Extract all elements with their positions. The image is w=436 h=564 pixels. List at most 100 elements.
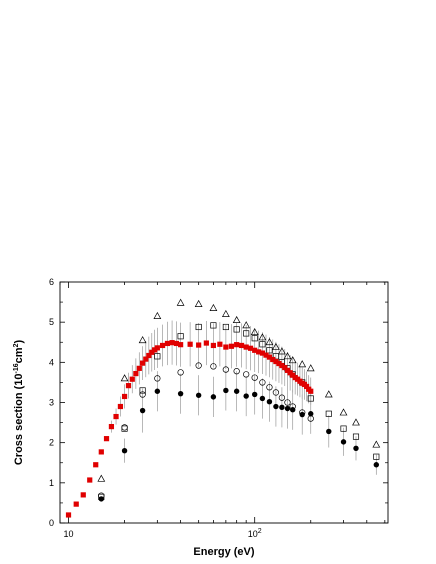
data-point-square-filled: [276, 360, 282, 367]
data-point-square-open: [352, 433, 360, 440]
y-tick-label: 5: [49, 317, 54, 327]
data-point-square-filled: [234, 342, 240, 348]
data-point-circle-filled: [243, 393, 249, 399]
data-point-circle-filled: [279, 404, 285, 411]
axis-ticks: [59, 281, 388, 524]
data-point-triangle-open: [372, 440, 381, 448]
y-axis-label: Cross section (10-16cm2): [13, 340, 25, 466]
data-point-square-filled: [263, 352, 269, 358]
data-point-circle-filled: [353, 445, 359, 451]
data-point-circle-filled: [223, 387, 229, 394]
data-point-circle-filled: [195, 392, 202, 398]
y-axis-label-exp2: 2: [13, 343, 20, 347]
data-point-triangle-open: [250, 327, 259, 336]
data-point-circle-filled: [177, 390, 184, 397]
data-point-square-filled: [140, 360, 146, 366]
data-point-square-filled: [87, 477, 93, 483]
y-axis-label-mid: cm: [13, 347, 25, 363]
data-point-square-open: [307, 395, 314, 402]
data-point-square-filled: [103, 436, 110, 442]
data-point-square-filled: [279, 362, 285, 369]
data-point-circle-filled: [98, 496, 105, 502]
data-point-square-open: [195, 323, 202, 331]
data-point-square-filled: [187, 341, 193, 347]
data-point-circle-filled: [233, 388, 240, 394]
data-point-circle-filled: [273, 403, 279, 410]
data-point-square-filled: [133, 370, 139, 377]
data-point-square-open: [259, 341, 266, 348]
data-point-circle-open: [121, 424, 128, 431]
data-point-circle-filled: [284, 405, 291, 412]
data-point-square-filled: [173, 340, 180, 347]
data-point-square-filled: [93, 462, 99, 468]
data-point-triangle-open: [209, 303, 218, 311]
data-point-triangle-open: [97, 474, 106, 482]
data-point-triangle-open: [265, 338, 274, 346]
data-point-circle-open: [251, 374, 258, 381]
data-point-circle-filled: [326, 428, 332, 435]
data-point-square-filled: [223, 344, 229, 350]
data-point-square-filled: [266, 354, 273, 360]
data-point-square-open: [233, 326, 240, 333]
data-point-triangle-open: [288, 356, 297, 364]
x-tick-label: 10: [64, 529, 74, 539]
data-point-circle-filled: [299, 411, 305, 418]
data-point-square-filled: [154, 345, 160, 351]
data-points: [65, 298, 381, 518]
data-point-square-open: [139, 387, 146, 394]
plot-frame: [59, 281, 389, 524]
data-point-circle-filled: [308, 411, 314, 417]
data-point-square-filled: [129, 376, 135, 382]
y-tick-label: 0: [49, 518, 54, 528]
data-point-triangle-open: [176, 298, 185, 306]
data-point-square-filled: [73, 501, 79, 507]
data-point-circle-open: [222, 366, 230, 373]
data-point-square-filled: [210, 342, 216, 349]
data-point-circle-filled: [266, 398, 273, 405]
data-point-square-open: [251, 335, 258, 342]
data-point-square-filled: [284, 367, 291, 373]
axes: [59, 281, 389, 524]
data-point-square-filled: [121, 393, 128, 400]
data-point-square-filled: [252, 347, 258, 353]
data-point-square-filled: [228, 343, 235, 349]
data-point-circle-open: [259, 379, 266, 386]
data-point-circle-open: [266, 384, 273, 391]
data-point-circle-open: [278, 394, 286, 401]
data-point-circle-open: [154, 375, 161, 382]
data-point-square-open: [325, 410, 332, 417]
data-point-square-filled: [178, 342, 184, 348]
data-point-square-filled: [146, 352, 152, 359]
data-point-square-filled: [203, 340, 209, 346]
data-point-circle-filled: [340, 439, 347, 445]
data-point-square-filled: [273, 358, 279, 365]
data-point-circle-open: [210, 363, 217, 370]
data-point-square-open: [210, 322, 217, 329]
data-point-square-filled: [113, 413, 119, 420]
data-point-triangle-open: [138, 336, 147, 344]
data-point-square-open: [243, 330, 250, 337]
data-point-triangle-open: [232, 315, 241, 324]
data-point-circle-filled: [154, 388, 161, 394]
data-point-square-open: [177, 333, 184, 340]
data-point-square-filled: [270, 356, 276, 363]
data-point-circle-open: [233, 368, 240, 375]
data-point-square-filled: [80, 492, 86, 498]
data-point-square-filled: [117, 403, 124, 410]
data-point-triangle-open: [352, 418, 360, 426]
data-point-square-filled: [303, 383, 310, 390]
y-axis-label-main: Cross section (10: [13, 373, 25, 465]
data-point-triangle-open: [278, 347, 286, 355]
data-point-circle-filled: [121, 448, 128, 454]
data-point-square-filled: [282, 364, 288, 371]
x-axis-label: Energy (eV): [193, 546, 254, 558]
data-point-circle-open: [243, 371, 250, 378]
data-point-triangle-open: [194, 299, 203, 307]
data-point-square-filled: [125, 383, 132, 389]
data-point-square-filled: [98, 449, 104, 455]
data-point-circle-filled: [251, 391, 258, 398]
data-point-square-filled: [196, 342, 202, 348]
data-point-circle-open: [139, 391, 146, 398]
y-tick-label: 1: [49, 478, 54, 488]
